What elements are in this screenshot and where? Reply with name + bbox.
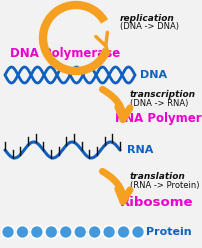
Circle shape (117, 225, 129, 239)
Circle shape (16, 225, 29, 239)
Text: Ribosome: Ribosome (119, 196, 193, 209)
Circle shape (131, 225, 144, 239)
Text: translation: translation (129, 172, 185, 181)
Text: replication: replication (119, 14, 174, 23)
Text: RNA: RNA (126, 145, 153, 155)
Text: (DNA -> RNA): (DNA -> RNA) (129, 99, 187, 108)
Circle shape (88, 225, 101, 239)
Text: Protein: Protein (145, 227, 191, 237)
Circle shape (45, 225, 58, 239)
Text: RNA Polymerase: RNA Polymerase (115, 112, 202, 125)
Text: DNA Polymerase: DNA Polymerase (10, 48, 120, 61)
Circle shape (73, 225, 86, 239)
Circle shape (102, 225, 115, 239)
Text: (RNA -> Protein): (RNA -> Protein) (129, 181, 199, 190)
Circle shape (1, 225, 14, 239)
Text: transcription: transcription (129, 90, 195, 99)
Circle shape (59, 225, 72, 239)
Text: DNA: DNA (139, 70, 166, 80)
Circle shape (30, 225, 43, 239)
Text: (DNA -> DNA): (DNA -> DNA) (119, 22, 178, 31)
